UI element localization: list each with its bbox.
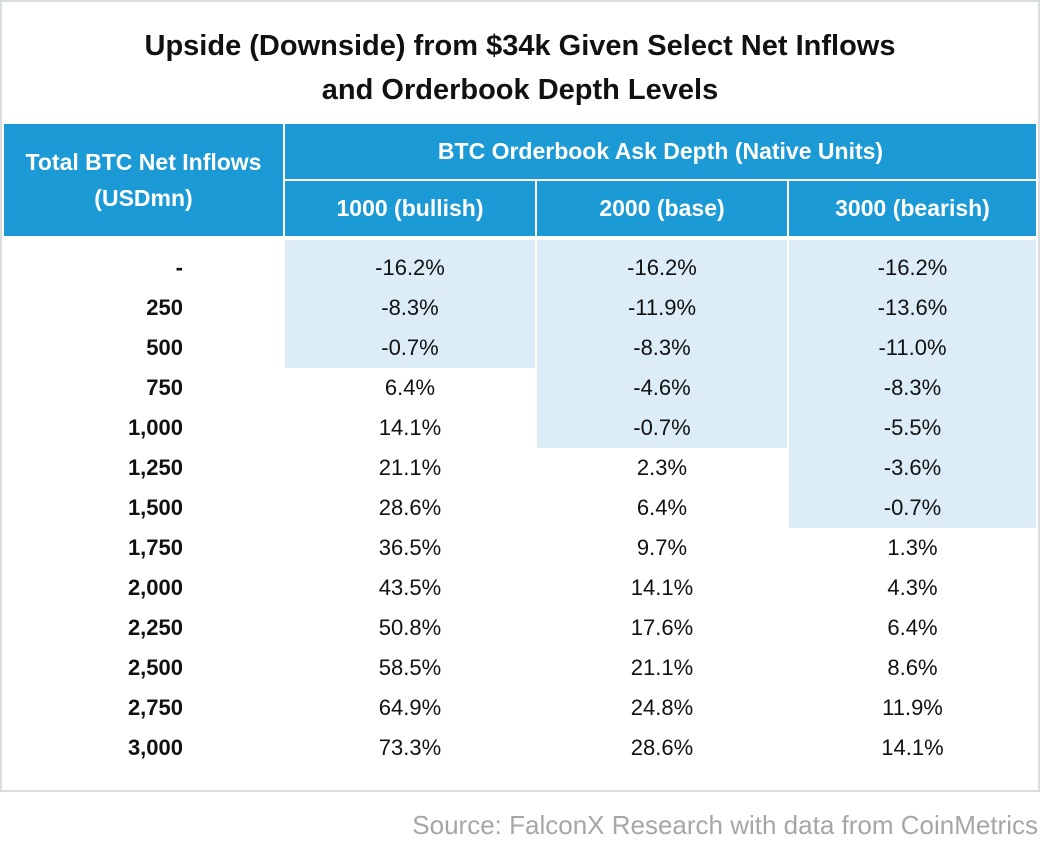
row-label: 750 xyxy=(146,375,183,400)
table-cell: 36.5% xyxy=(378,535,442,560)
table-cell: -13.6% xyxy=(877,295,948,320)
chart-title: Upside (Downside) from $34k Given Select… xyxy=(0,24,1040,112)
row-label: 3,000 xyxy=(127,735,183,760)
table-cell: -0.7% xyxy=(633,415,691,440)
column-header-2000: 2000 (base) xyxy=(537,181,787,236)
table-cell: 11.9% xyxy=(882,695,943,720)
table-cell: -3.6% xyxy=(883,455,942,480)
table-cell: 64.9% xyxy=(378,695,442,720)
table-cell: 4.3% xyxy=(887,575,938,600)
table-cell: 9.7% xyxy=(636,535,688,560)
row-header: Total BTC Net Inflows (USDmn) xyxy=(4,124,283,236)
title-line-1: Upside (Downside) from $34k Given Select… xyxy=(144,30,896,62)
table-cell: 58.5% xyxy=(378,655,442,680)
source-note: Source: FalconX Research with data from … xyxy=(412,810,1038,840)
table-cell: -4.6% xyxy=(633,375,691,400)
table-cell: -0.7% xyxy=(883,495,942,520)
row-label: 2,500 xyxy=(127,655,183,680)
table-cell: 21.1% xyxy=(378,455,442,480)
table-cell: -16.2% xyxy=(877,255,948,280)
table-cell: 21.1% xyxy=(630,655,694,680)
row-label: 1,000 xyxy=(127,415,183,440)
table-cell: 50.8% xyxy=(378,615,442,640)
table-cell: 28.6% xyxy=(630,735,694,760)
table-cell: 73.3% xyxy=(378,735,442,760)
table-cell: -16.2% xyxy=(375,255,445,280)
table-cell: 8.6% xyxy=(887,655,938,680)
table-cell: 6.4% xyxy=(887,615,938,640)
row-label: 1,500 xyxy=(127,495,183,520)
table-cell: 17.6% xyxy=(630,615,694,640)
table-cell: -0.7% xyxy=(381,335,439,360)
row-label: - xyxy=(175,255,183,280)
table-cell: 43.5% xyxy=(378,575,442,600)
table-cell: -16.2% xyxy=(627,255,697,280)
row-label: 500 xyxy=(146,335,183,360)
row-label: 2,750 xyxy=(127,695,183,720)
negative-shade-col-1 xyxy=(285,240,535,368)
table-cell: 6.4% xyxy=(636,495,688,520)
row-label: 1,250 xyxy=(127,455,183,480)
negative-shade-col-2 xyxy=(537,240,787,448)
table-cell: -8.3% xyxy=(633,335,691,360)
table-cell: 2.3% xyxy=(636,455,688,480)
table-cell: -11.0% xyxy=(878,335,947,360)
table-cell: -11.9% xyxy=(627,295,697,320)
row-label: 1,750 xyxy=(127,535,183,560)
table-cell: -8.3% xyxy=(381,295,439,320)
title-line-2: and Orderbook Depth Levels xyxy=(321,74,719,106)
table-cell: 28.6% xyxy=(378,495,442,520)
row-label: 2,250 xyxy=(127,615,183,640)
row-label: 250 xyxy=(146,295,183,320)
table-cell: 1.3% xyxy=(887,535,938,560)
table-cell: 14.1% xyxy=(378,415,442,440)
row-label: 2,000 xyxy=(127,575,183,600)
negative-shade-col-3 xyxy=(789,240,1036,528)
column-header-3000: 3000 (bearish) xyxy=(789,181,1036,236)
table-cell: -5.5% xyxy=(883,415,942,440)
table-cell: 24.8% xyxy=(630,695,694,720)
table-cell: 14.1% xyxy=(881,735,944,760)
table-cell: 6.4% xyxy=(384,375,436,400)
table-cell: -8.3% xyxy=(883,375,942,400)
column-group-header: BTC Orderbook Ask Depth (Native Units) xyxy=(285,124,1036,179)
column-header-1000: 1000 (bullish) xyxy=(285,181,535,236)
table-cell: 14.1% xyxy=(630,575,694,600)
